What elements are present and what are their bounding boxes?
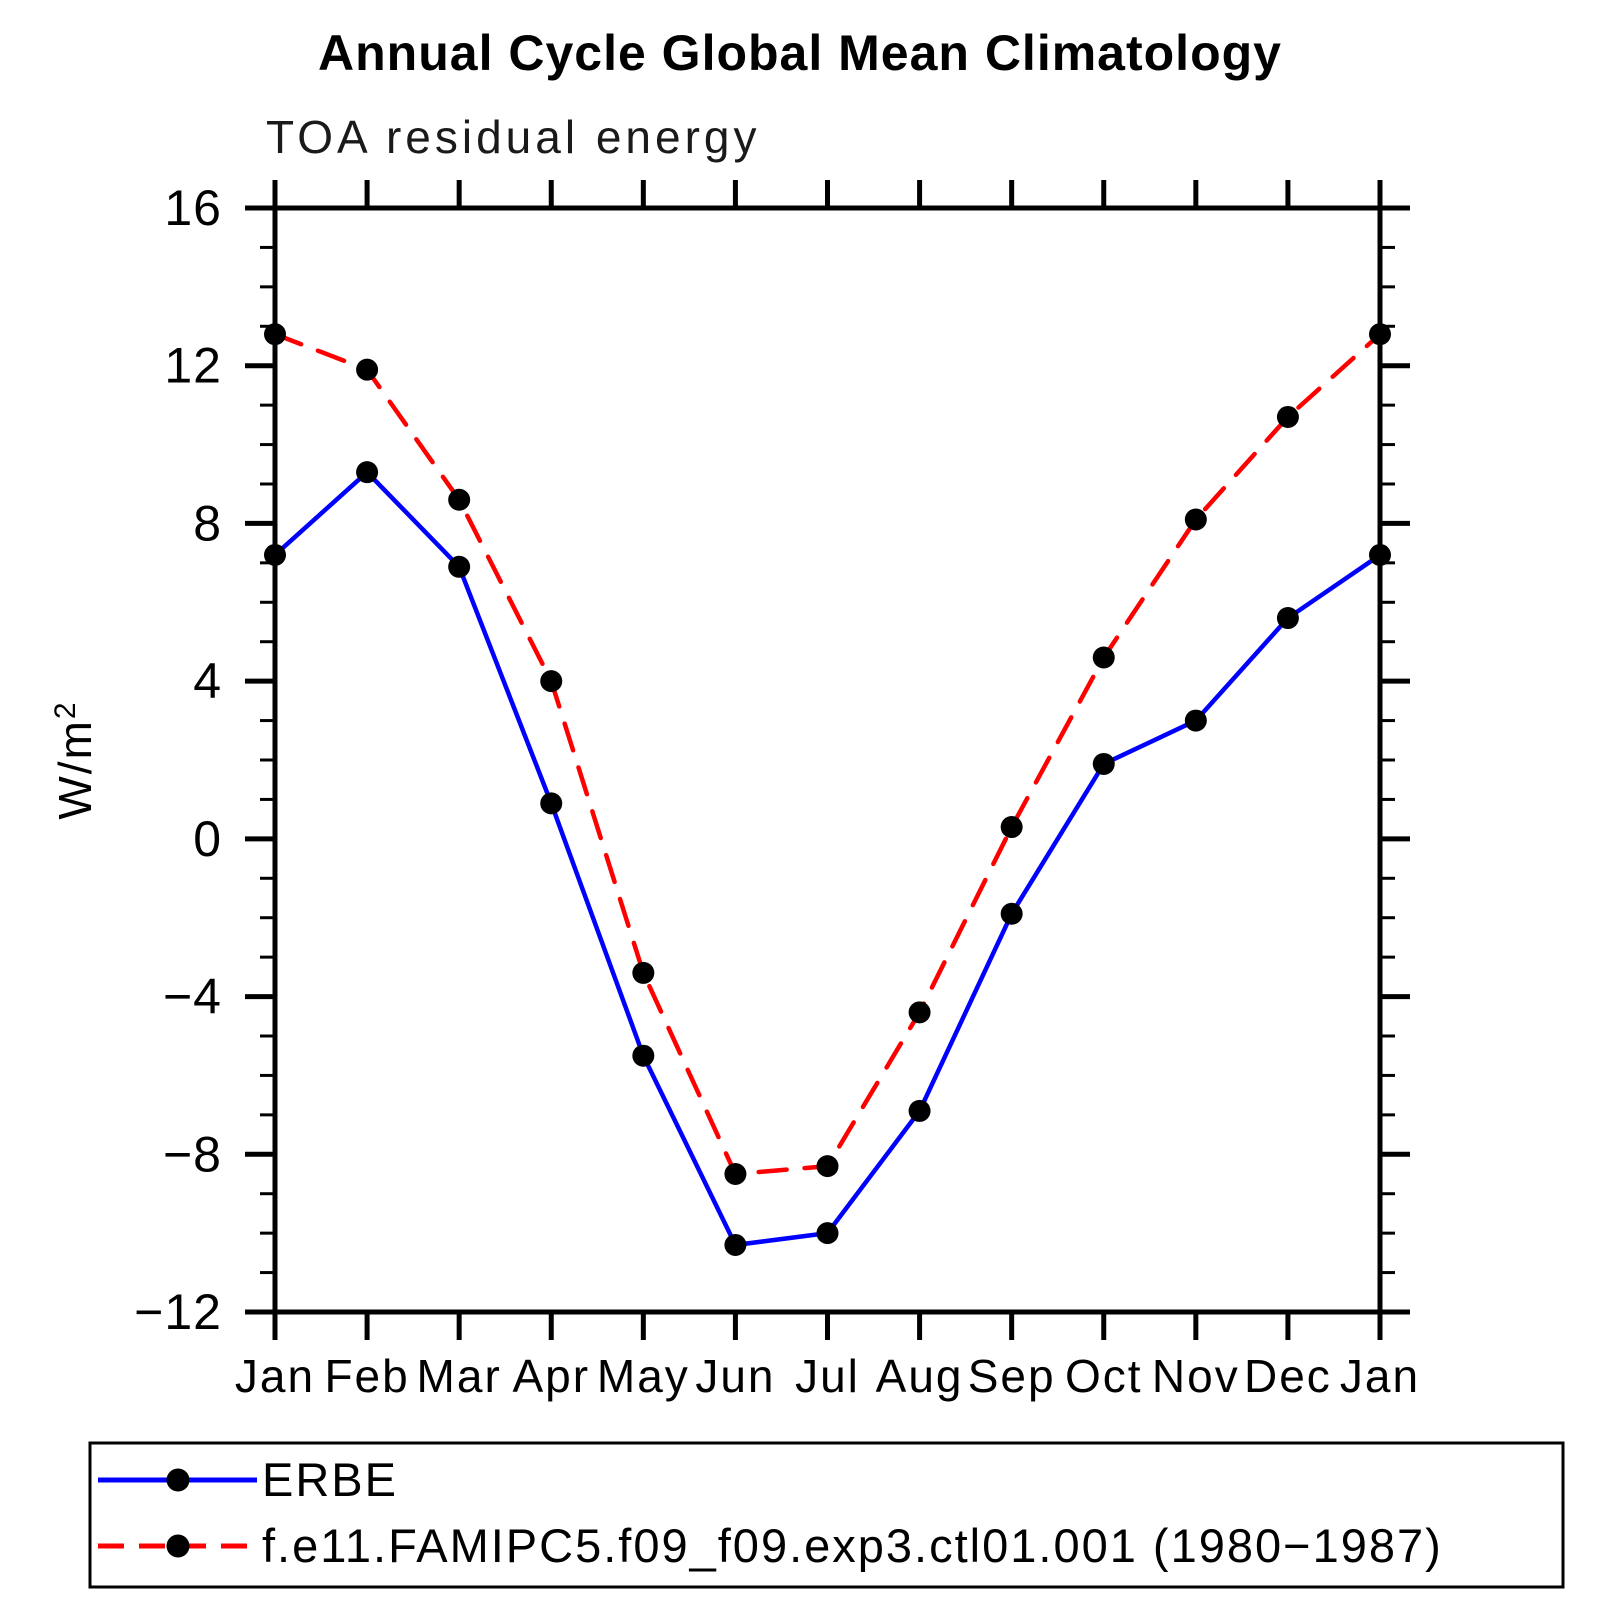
x-tick-label: Nov (1152, 1350, 1240, 1402)
x-tick-label: Feb (324, 1350, 409, 1402)
y-axis-title-exponent: 2 (49, 700, 82, 719)
data-point-marker (1184, 508, 1207, 531)
legend-entry-label: ERBE (262, 1453, 398, 1506)
data-point-marker (264, 323, 286, 346)
data-point-marker (1092, 752, 1115, 775)
data-point-marker (1184, 709, 1207, 732)
data-point-marker (1369, 543, 1391, 566)
x-tick-label: Mar (417, 1350, 502, 1402)
y-tick-label: 0 (193, 811, 222, 867)
legend-marker (166, 1534, 190, 1558)
y-axis-title: W/m2 (49, 700, 101, 819)
data-point-marker (724, 1163, 747, 1185)
data-point-marker (356, 358, 379, 381)
data-point-marker (356, 461, 379, 484)
legend-box (88, 1441, 1565, 1589)
data-point-marker (908, 1099, 931, 1122)
y-axis-title-base: W/m (49, 719, 101, 820)
data-point-marker (632, 961, 655, 984)
data-point-marker (540, 792, 563, 815)
chart-subtitle: TOA residual energy (266, 111, 761, 163)
x-tick-label: Jul (795, 1350, 860, 1402)
x-tick-label: Oct (1065, 1350, 1143, 1402)
legend-marker (166, 1468, 190, 1492)
data-point-marker (540, 670, 563, 693)
y-tick-label: −8 (163, 1126, 222, 1182)
x-tick-label: Jan (1340, 1350, 1420, 1402)
data-point-marker (1092, 646, 1115, 669)
data-point-marker (632, 1044, 655, 1067)
chart-title: Annual Cycle Global Mean Climatology (318, 25, 1282, 81)
x-tick-label: Jan (235, 1350, 315, 1402)
data-point-marker (448, 555, 471, 578)
y-tick-label: −12 (134, 1284, 222, 1340)
data-point-marker (816, 1222, 839, 1245)
data-point-marker (1276, 607, 1299, 630)
x-tick-label: Apr (512, 1350, 590, 1402)
y-tick-label: 12 (164, 338, 222, 394)
data-point-marker (816, 1155, 839, 1178)
y-tick-label: 4 (193, 653, 222, 709)
x-tick-label: Dec (1244, 1350, 1332, 1402)
data-point-marker (448, 488, 471, 511)
data-point-marker (1000, 902, 1023, 925)
y-tick-label: 16 (164, 180, 222, 236)
series-line-1 (272, 331, 1383, 1177)
plot-box (272, 205, 1383, 1315)
x-tick-label: Sep (968, 1350, 1056, 1402)
x-tick-label: Jun (695, 1350, 775, 1402)
data-point-marker (1369, 323, 1391, 346)
data-point-marker (1276, 405, 1299, 428)
y-tick-label: −4 (163, 969, 222, 1025)
x-tick-label: Aug (876, 1350, 964, 1402)
series-line-0 (272, 469, 1383, 1248)
legend-entry-label: f.e11.FAMIPC5.f09_f09.exp3.ctl01.001 (19… (262, 1519, 1443, 1572)
data-point-marker (908, 1001, 931, 1024)
data-point-marker (724, 1233, 747, 1256)
data-point-marker (264, 543, 286, 566)
y-tick-label: 8 (193, 495, 222, 551)
x-tick-label: May (597, 1350, 690, 1402)
data-point-marker (1000, 816, 1023, 839)
